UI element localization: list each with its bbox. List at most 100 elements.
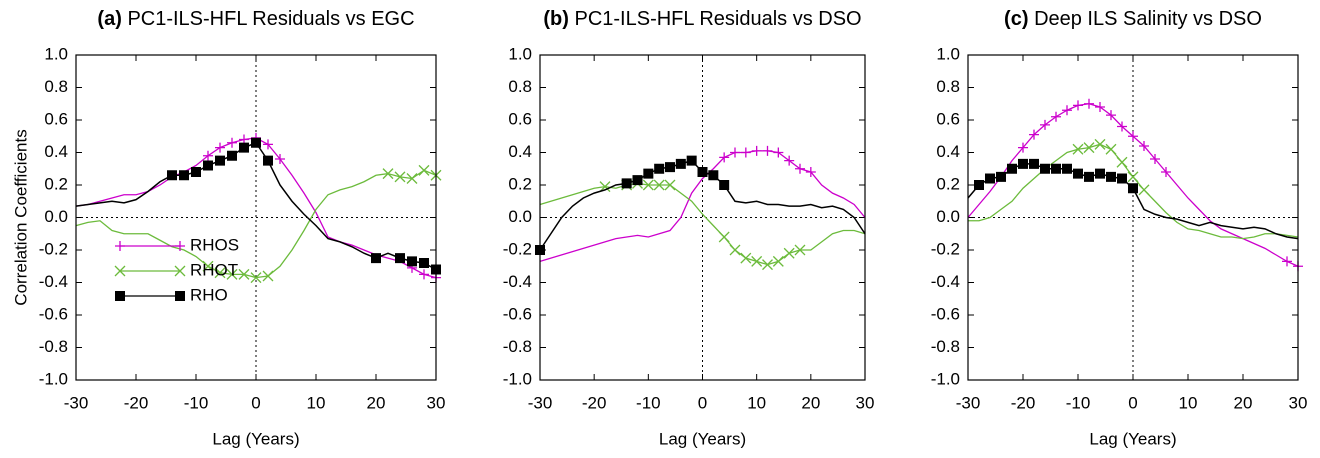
marker bbox=[653, 179, 665, 191]
x-tick-label: 0 bbox=[251, 393, 260, 412]
marker bbox=[262, 270, 274, 282]
marker bbox=[1073, 100, 1083, 111]
marker bbox=[740, 252, 752, 264]
marker bbox=[795, 163, 805, 174]
marker bbox=[718, 231, 730, 243]
marker bbox=[783, 247, 795, 259]
marker bbox=[675, 158, 686, 169]
marker bbox=[985, 173, 995, 184]
marker bbox=[1105, 143, 1117, 155]
marker bbox=[1084, 171, 1094, 182]
marker bbox=[202, 260, 214, 272]
x-axis-title: Lag (Years) bbox=[659, 429, 746, 448]
panel-label: (a) bbox=[97, 8, 121, 30]
marker bbox=[1018, 142, 1028, 153]
series-line bbox=[539, 182, 866, 266]
x-tick-label: 20 bbox=[801, 393, 820, 412]
marker bbox=[740, 147, 751, 158]
marker bbox=[1106, 171, 1116, 182]
marker bbox=[974, 180, 984, 190]
plot-frame bbox=[539, 54, 866, 381]
panel: (a) PC1-ILS-HFL Residuals vs EGC 1.0 0.8 0.… bbox=[11, 8, 445, 448]
marker bbox=[1083, 142, 1095, 154]
marker bbox=[1282, 256, 1292, 267]
x-tick-label: -30 bbox=[64, 393, 89, 412]
y-tick-label: -0.8 bbox=[39, 337, 68, 356]
marker bbox=[1072, 143, 1084, 155]
y-tick-label: -0.2 bbox=[39, 239, 68, 258]
marker bbox=[1029, 129, 1039, 140]
marker bbox=[175, 241, 185, 251]
legend-label: RHOT bbox=[190, 260, 238, 279]
marker bbox=[238, 268, 250, 280]
y-axis-title: Correlation Coefficients bbox=[11, 129, 30, 305]
marker bbox=[1084, 98, 1094, 109]
marker bbox=[632, 175, 643, 186]
x-tick-label: 20 bbox=[367, 393, 386, 412]
x-tick-label: 30 bbox=[1289, 393, 1308, 412]
x-tick-label: 30 bbox=[856, 393, 875, 412]
marker bbox=[226, 268, 238, 280]
marker bbox=[275, 154, 285, 164]
x-tick-label: -10 bbox=[184, 393, 209, 412]
y-tick-label: -0.8 bbox=[503, 337, 532, 356]
marker bbox=[621, 178, 632, 189]
marker bbox=[1051, 163, 1061, 174]
x-tick-label: -20 bbox=[1011, 393, 1036, 412]
marker bbox=[371, 253, 381, 264]
marker bbox=[1127, 171, 1139, 183]
marker bbox=[665, 162, 675, 173]
marker bbox=[1150, 154, 1160, 164]
y-tick-label: -0.8 bbox=[931, 337, 960, 356]
marker bbox=[751, 255, 763, 267]
y-tick-label: 0.0 bbox=[936, 207, 960, 226]
marker bbox=[394, 171, 406, 183]
marker bbox=[1040, 119, 1050, 130]
marker bbox=[407, 256, 417, 267]
y-tick-label: 1.0 bbox=[44, 44, 68, 63]
marker bbox=[697, 167, 708, 177]
marker bbox=[686, 155, 697, 166]
marker bbox=[730, 147, 740, 158]
marker bbox=[599, 181, 611, 193]
marker bbox=[794, 244, 806, 256]
chart-title: (a) PC1-ILS-HFL Residuals vs EGC bbox=[97, 8, 414, 30]
y-tick-label: 0.0 bbox=[508, 207, 532, 226]
marker bbox=[382, 168, 394, 180]
marker bbox=[115, 241, 125, 251]
marker bbox=[773, 147, 784, 158]
marker bbox=[1062, 105, 1072, 116]
marker bbox=[1062, 163, 1072, 174]
panel-label: (b) bbox=[543, 8, 569, 30]
y-tick-label: -0.4 bbox=[931, 272, 960, 291]
marker bbox=[419, 258, 429, 268]
y-tick-label: -0.2 bbox=[931, 239, 960, 258]
x-tick-label: 0 bbox=[698, 393, 707, 412]
marker bbox=[1095, 168, 1105, 179]
marker bbox=[418, 164, 430, 176]
y-tick-label: 0.8 bbox=[44, 77, 68, 96]
marker bbox=[179, 170, 189, 181]
y-tick-label: -0.4 bbox=[39, 272, 68, 291]
marker bbox=[1073, 168, 1083, 179]
marker bbox=[203, 150, 213, 161]
marker bbox=[1095, 102, 1105, 112]
title-text: PC1-ILS-HFL Residuals vs DSO bbox=[574, 8, 861, 30]
y-tick-label: -0.6 bbox=[39, 304, 68, 323]
x-axis-title: Lag (Years) bbox=[212, 429, 299, 448]
y-tick-label: 0.2 bbox=[44, 174, 68, 193]
title-text: Deep ILS Salinity vs DSO bbox=[1034, 8, 1262, 30]
marker bbox=[1161, 167, 1171, 177]
marker bbox=[1051, 111, 1061, 122]
marker bbox=[215, 142, 225, 153]
marker bbox=[1139, 141, 1149, 151]
x-tick-label: 0 bbox=[1128, 393, 1137, 412]
marker bbox=[719, 152, 730, 163]
marker bbox=[751, 145, 762, 156]
marker bbox=[175, 291, 185, 301]
marker bbox=[263, 155, 273, 166]
marker bbox=[406, 173, 418, 184]
marker bbox=[654, 163, 665, 174]
marker bbox=[643, 168, 654, 179]
